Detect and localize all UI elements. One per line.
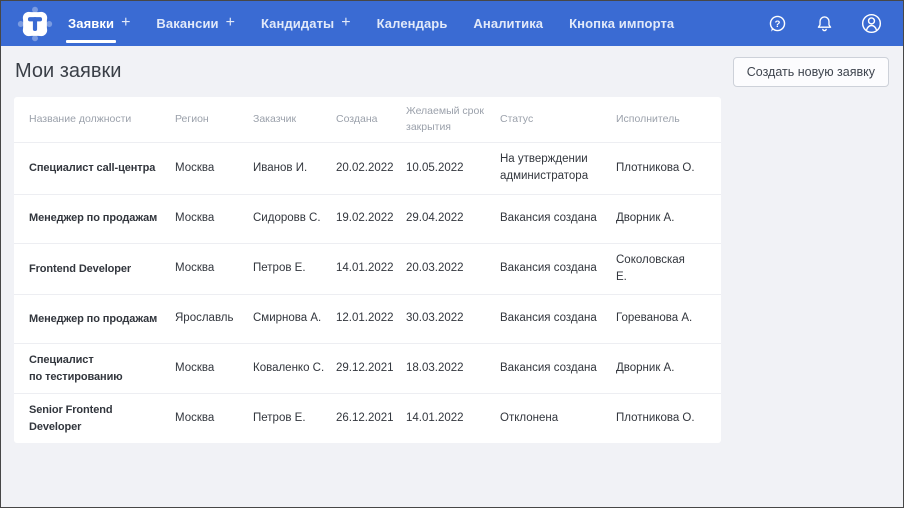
nav-item-label: Аналитика: [473, 16, 544, 31]
nav-item-calendar[interactable]: Календарь: [377, 1, 448, 46]
nav-item-label: Заявки: [65, 16, 117, 43]
table-cell: Коваленко С.: [253, 361, 325, 374]
table-cell: 29.04.2022: [406, 211, 464, 224]
nav-item-candidates-plus-button[interactable]: +: [341, 14, 351, 31]
table-cell: Менеджер по продажам: [29, 212, 158, 225]
table-row[interactable]: Senior Frontend Developer Москва Петров Е.…: [14, 393, 721, 443]
table-cell: Москва: [175, 211, 215, 224]
table-cell: 14.01.2022: [336, 262, 394, 275]
table-cell: 30.03.2022: [406, 312, 464, 325]
table-body: Специалист call-центра Москва Иванов И. 20.…: [14, 142, 721, 443]
nav-item-label: Кандидаты: [260, 16, 335, 31]
nav-item-vacancies[interactable]: Вакансии +: [156, 1, 235, 46]
table-cell: Менеджер по продажам: [29, 312, 158, 325]
nav-item-candidates[interactable]: Кандидаты +: [261, 1, 351, 46]
table-cell: 20.02.2022: [336, 161, 394, 174]
nav-items: Заявки + Вакансии + Кандидаты + Календарь Анали…: [65, 1, 674, 46]
column-header: Создана: [336, 112, 378, 125]
table-cell: Плотникова О.: [616, 411, 695, 424]
table-cell: На утверждении администратора: [500, 153, 589, 183]
requests-table: Название должности Регион Заказчик Создана Ж…: [14, 97, 721, 443]
nav-item-analytics[interactable]: Аналитика: [473, 1, 543, 46]
table-cell: Смирнова А.: [253, 312, 322, 325]
bell-icon[interactable]: [812, 12, 836, 36]
nav-item-label: Вакансии: [156, 16, 219, 31]
table-cell: 29.12.2021: [336, 361, 394, 374]
table-header: Название должности Регион Заказчик Создана Ж…: [14, 97, 721, 142]
table-cell: Специалист call-центра: [29, 162, 156, 174]
nav-item-label: Кнопка импорта: [569, 16, 675, 31]
table-cell: 18.03.2022: [406, 361, 464, 374]
table-row[interactable]: Frontend Developer Москва Петров Е. 14.01.2…: [14, 242, 721, 295]
column-header: Заказчик: [253, 112, 297, 125]
table-row[interactable]: Специалист по тестированию Москва Коваленк…: [14, 343, 721, 393]
table-cell: Гореванова А.: [616, 312, 693, 325]
column-header: Статус: [500, 112, 534, 125]
table-row[interactable]: Специалист call-центра Москва Иванов И. 20.…: [14, 142, 721, 194]
table-cell: Москва: [175, 411, 215, 424]
table-cell: Вакансия создана: [500, 262, 597, 275]
table-cell: 12.01.2022: [336, 312, 394, 325]
column-header: Желаемый срок закрытия: [406, 105, 484, 133]
table-cell: Петров Е.: [253, 262, 306, 275]
nav-icons: ?: [765, 12, 883, 36]
nav-item-label: Календарь: [376, 16, 448, 31]
page-header: Мои заявки Создать новую заявку: [1, 46, 903, 97]
table-cell: Москва: [175, 161, 215, 174]
table-cell: Сидоровв С.: [253, 211, 321, 224]
table-cell: Москва: [175, 262, 215, 275]
table-cell: Ярославль: [175, 312, 234, 325]
table-cell: Вакансия создана: [500, 361, 597, 374]
table-row[interactable]: Менеджер по продажам Москва Сидоровв С. 19.…: [14, 193, 721, 243]
nav-item-import[interactable]: Кнопка импорта: [569, 1, 674, 46]
table-cell: 10.05.2022: [406, 161, 464, 174]
table-cell: Senior Frontend Developer: [29, 404, 113, 433]
column-header: Исполнитель: [616, 112, 680, 125]
table-cell: Вакансия создана: [500, 312, 597, 325]
table-cell: Специалист по тестированию: [29, 354, 123, 383]
table-cell: 26.12.2021: [336, 411, 394, 424]
table-cell: Вакансия создана: [500, 211, 597, 224]
top-navbar: Заявки + Вакансии + Кандидаты + Календарь Анали…: [1, 1, 903, 46]
table-cell: 20.03.2022: [406, 262, 464, 275]
table-cell: 19.02.2022: [336, 211, 394, 224]
table-cell: 14.01.2022: [406, 411, 464, 424]
create-request-button[interactable]: Создать новую заявку: [732, 56, 889, 87]
column-header: Название должности: [29, 112, 132, 125]
profile-icon[interactable]: [859, 12, 883, 36]
table-cell: Соколовская Е.: [616, 253, 685, 283]
nav-item-requests-plus-button[interactable]: +: [121, 14, 131, 31]
svg-text:?: ?: [774, 19, 780, 30]
table-row[interactable]: Менеджер по продажам Ярославль Смирнова А.…: [14, 294, 721, 343]
table-cell: Иванов И.: [253, 161, 308, 174]
app-logo-icon: [17, 6, 53, 41]
table-cell: Плотникова О.: [616, 161, 695, 174]
table-cell: Дворник А.: [616, 211, 675, 224]
table-cell: Дворник А.: [616, 361, 675, 374]
table-cell: Петров Е.: [253, 411, 306, 424]
app-logo[interactable]: [16, 5, 54, 43]
page-title: Мои заявки: [15, 60, 122, 82]
table-cell: Отклонена: [500, 411, 559, 424]
table-cell: Москва: [175, 361, 215, 374]
nav-item-vacancies-plus-button[interactable]: +: [225, 14, 235, 31]
column-header: Регион: [175, 112, 209, 125]
table-cell: Frontend Developer: [29, 262, 132, 275]
nav-item-requests[interactable]: Заявки +: [65, 1, 131, 46]
help-icon[interactable]: ?: [765, 12, 789, 36]
